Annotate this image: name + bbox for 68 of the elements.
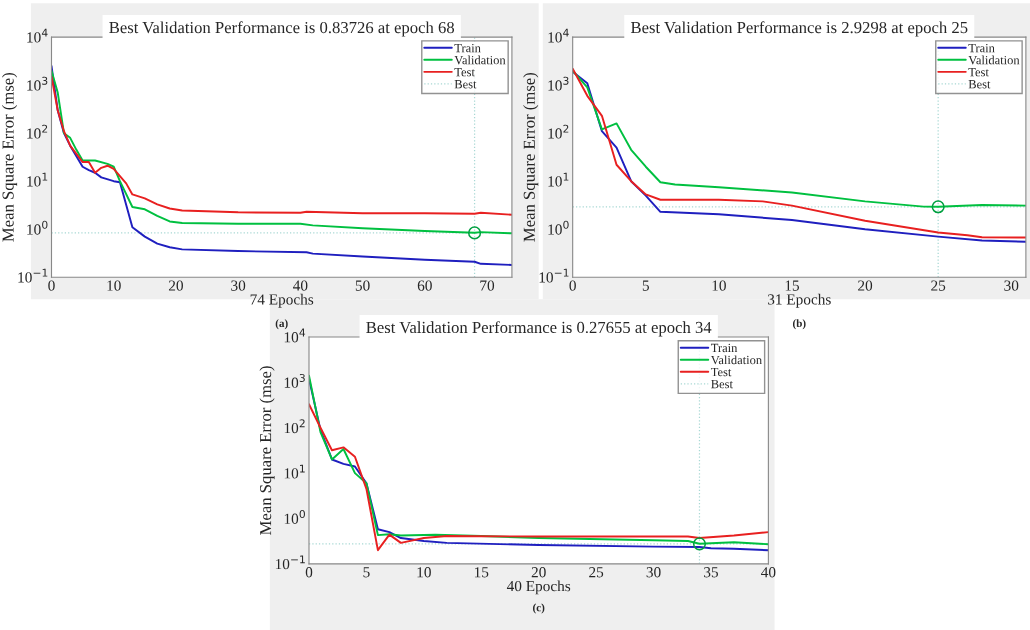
legend-label: Train	[454, 43, 481, 53]
x-tick-label: 5	[642, 280, 649, 291]
x-tick-label: 10	[712, 280, 726, 291]
chart-title: Best Validation Performance is 2.9298 at epoch 25	[630, 21, 968, 37]
legend-label: Test	[710, 367, 732, 377]
x-tick-label: 60	[417, 280, 432, 291]
y-tick-label: 10$^{4}$	[284, 328, 306, 343]
y-tick-label: 10$^{3}$	[27, 76, 48, 91]
y-tick-label: 10$^{2}$	[548, 124, 569, 139]
y-tick-label: 10$^{2}$	[27, 124, 48, 139]
legend-label: Validation	[968, 55, 1020, 65]
x-axis-title: 31 Epochs	[767, 293, 831, 308]
y-tick-label: 10$^{1}$	[284, 464, 305, 479]
x-tick-label: 20	[168, 280, 183, 291]
x-tick-label: 40	[293, 280, 308, 291]
x-tick-label: 15	[785, 280, 800, 291]
x-tick-label: 5	[363, 567, 370, 578]
x-tick-label: 20	[858, 280, 873, 291]
y-tick-label: 10$^{3}$	[284, 373, 305, 388]
text: (b)	[792, 319, 806, 330]
y-tick-label: 10$^{0}$	[27, 220, 48, 235]
x-tick-label: 50	[355, 280, 370, 291]
legend-label: Test	[454, 68, 475, 77]
y-tick-label: 10$^{0}$	[548, 220, 569, 235]
x-tick-label: 0	[569, 280, 576, 291]
y-tick-label: 10$^{1}$	[27, 172, 48, 187]
legend-label: Validation	[710, 355, 762, 365]
y-axis-title: Mean Square Error (mse)	[523, 73, 539, 242]
y-tick-label: 10$^{4}$	[27, 28, 48, 43]
x-axis-title: 74 Epochs	[250, 293, 314, 308]
y-tick-label: 10$^{−1}$	[539, 268, 569, 283]
x-tick-label: 10	[417, 567, 431, 578]
x-tick-label: 25	[589, 567, 604, 578]
text: (c)	[533, 603, 545, 614]
ref-line-label: Best	[711, 379, 733, 389]
chart-title: Best Validation Performance is 0.83726 at epoch 68	[109, 21, 455, 37]
x-tick-label: 30	[646, 567, 661, 578]
x-tick-label: 25	[931, 280, 946, 291]
y-tick-label: 10$^{4}$	[548, 28, 569, 43]
y-tick-label: 10$^{2}$	[284, 419, 305, 434]
x-tick-label: 30	[1004, 280, 1019, 291]
y-tick-label: 10$^{0}$	[284, 509, 305, 524]
ref-line-label: Best	[968, 80, 991, 89]
legend-label: Train	[710, 343, 738, 353]
x-tick-label: 40	[761, 567, 776, 578]
y-axis-title: Mean Square Error (mse)	[1, 73, 18, 242]
y-axis-title: Mean Square Error (mse)	[259, 366, 275, 535]
ref-line-label: Best	[454, 80, 477, 89]
x-tick-label: 0	[305, 567, 313, 578]
x-tick-label: 35	[704, 567, 718, 578]
x-tick-label: 20	[531, 567, 546, 578]
legend-label: Train	[968, 43, 995, 53]
x-tick-label: 0	[48, 280, 55, 291]
x-tick-label: 70	[480, 280, 495, 291]
y-tick-label: 10$^{1}$	[548, 172, 569, 187]
x-tick-label: 15	[474, 567, 489, 578]
chart-title: Best Validation Performance is 0.27655 at epoch 34	[366, 321, 712, 337]
y-tick-label: 10$^{3}$	[548, 76, 569, 91]
x-tick-label: 30	[231, 280, 246, 291]
legend-label: Test	[968, 68, 989, 77]
y-tick-label: 10$^{−1}$	[18, 268, 48, 283]
y-tick-label: 10$^{−1}$	[275, 555, 305, 570]
legend-label: Validation	[454, 55, 506, 65]
line-series	[51, 65, 512, 266]
text: (a)	[275, 319, 288, 330]
line-series	[51, 75, 512, 216]
x-tick-label: 10	[107, 280, 121, 291]
x-axis-title: 40 Epochs	[506, 580, 571, 595]
